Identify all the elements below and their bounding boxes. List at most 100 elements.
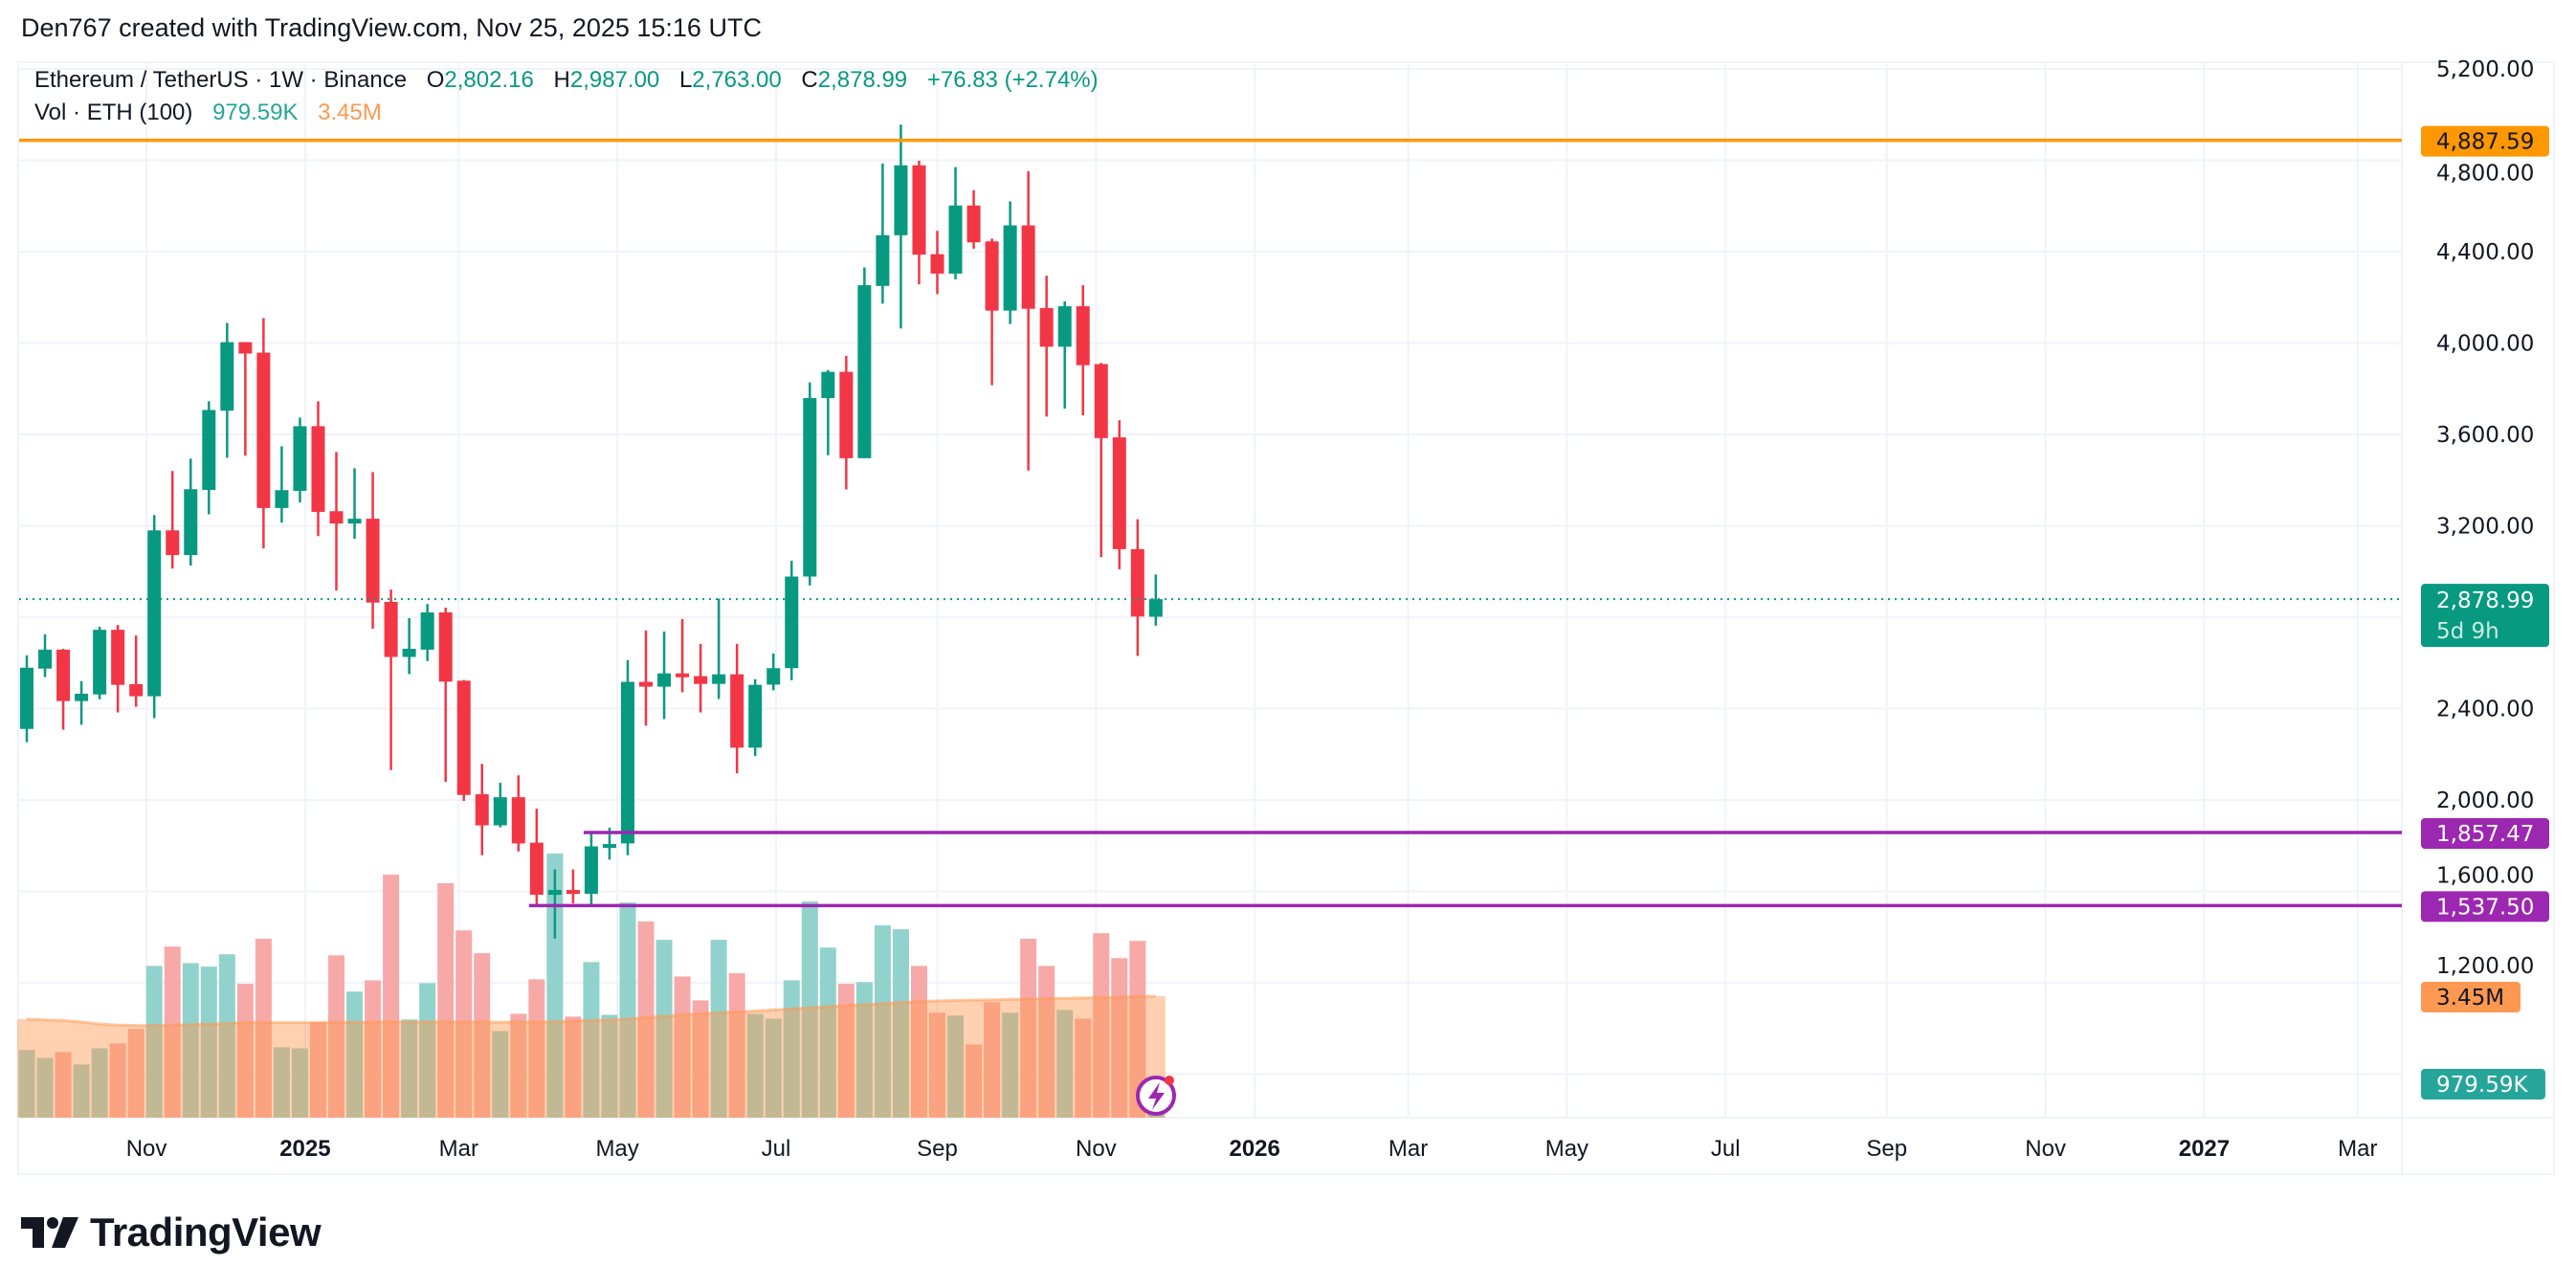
candle[interactable] <box>803 382 817 586</box>
tradingview-logo[interactable]: TradingView <box>21 1210 322 1255</box>
candle[interactable] <box>438 607 453 783</box>
lightning-icon[interactable] <box>1136 1076 1176 1116</box>
candle[interactable] <box>966 189 981 249</box>
volume-tag-label: 979.59K <box>2436 1073 2528 1098</box>
candle[interactable] <box>511 775 525 852</box>
candle[interactable] <box>347 468 362 540</box>
volume-bar <box>164 946 181 1118</box>
volume-bar <box>145 966 163 1118</box>
candle[interactable] <box>275 446 289 523</box>
candle[interactable] <box>657 632 672 720</box>
candle[interactable] <box>857 267 872 458</box>
volume-bar <box>200 966 217 1118</box>
candle[interactable] <box>38 633 53 677</box>
candle[interactable] <box>766 653 781 691</box>
volume-title: Vol · ETH (100) <box>34 100 193 125</box>
candle[interactable] <box>256 318 271 549</box>
candle[interactable] <box>366 472 380 629</box>
change-value: +76.83 (+2.74%) <box>926 67 1099 93</box>
candle[interactable] <box>238 342 253 456</box>
candle-body <box>93 630 107 695</box>
candle[interactable] <box>566 869 580 904</box>
candle[interactable] <box>402 617 416 675</box>
volume-bar <box>528 979 545 1118</box>
candle[interactable] <box>676 618 690 693</box>
volume-bar <box>109 1043 126 1118</box>
volume-legend[interactable]: Vol · ETH (100) 979.59K 3.45M <box>34 100 382 126</box>
symbol-legend[interactable]: Ethereum / TetherUS · 1W · Binance O2,80… <box>34 67 1099 94</box>
candle[interactable] <box>329 452 344 591</box>
candle[interactable] <box>220 322 234 458</box>
candle[interactable] <box>129 635 144 707</box>
candle[interactable] <box>1130 519 1144 656</box>
volume-bar <box>710 940 727 1118</box>
candle[interactable] <box>1094 363 1108 558</box>
candle[interactable] <box>1003 201 1017 324</box>
candle[interactable] <box>1112 420 1126 569</box>
candle[interactable] <box>584 831 598 905</box>
candle[interactable] <box>1076 285 1090 415</box>
candle[interactable] <box>985 238 999 386</box>
candle[interactable] <box>93 627 107 700</box>
candle[interactable] <box>184 458 198 566</box>
candle[interactable] <box>785 561 799 680</box>
candle[interactable] <box>1021 170 1035 471</box>
logo-text: TradingView <box>90 1210 322 1255</box>
candle-body <box>894 165 908 235</box>
candle[interactable] <box>384 589 398 770</box>
candle[interactable] <box>894 124 908 329</box>
candle[interactable] <box>730 643 744 774</box>
volume-bar <box>127 1029 144 1118</box>
volume-bar <box>783 980 800 1118</box>
candle-body <box>584 846 598 895</box>
candle[interactable] <box>166 471 180 569</box>
candle[interactable] <box>930 231 944 295</box>
candle[interactable] <box>821 369 835 455</box>
candle[interactable] <box>876 163 890 304</box>
candle-body <box>1094 364 1108 438</box>
candle[interactable] <box>20 655 33 743</box>
candle[interactable] <box>475 764 489 855</box>
candle-body <box>366 519 380 603</box>
price-tick-label: 5,200.00 <box>2436 57 2534 82</box>
candle[interactable] <box>839 355 854 490</box>
volume-bar <box>546 854 564 1118</box>
candle[interactable] <box>456 679 471 801</box>
candle-body <box>803 398 817 577</box>
candle[interactable] <box>56 648 71 730</box>
candle-body <box>184 489 198 556</box>
volume-bar <box>309 1022 326 1118</box>
candle[interactable] <box>202 401 216 515</box>
candle[interactable] <box>1148 574 1163 626</box>
volume-bar <box>255 939 272 1118</box>
candle[interactable] <box>311 401 325 537</box>
candle[interactable] <box>75 680 89 725</box>
candle[interactable] <box>1057 301 1072 410</box>
line-price-tag <box>2421 818 2549 850</box>
line-price-tag <box>2421 891 2549 922</box>
candle[interactable] <box>147 515 162 719</box>
volume-bar <box>328 955 345 1118</box>
candle[interactable] <box>1039 276 1054 417</box>
candle[interactable] <box>912 160 926 285</box>
candle-body <box>129 683 144 697</box>
horizontal-lines <box>19 138 2402 908</box>
candle[interactable] <box>639 630 654 726</box>
candle[interactable] <box>293 417 307 503</box>
candle-body <box>75 693 89 701</box>
candle[interactable] <box>948 167 963 279</box>
time-tick-label: Mar <box>1388 1136 1428 1162</box>
candle[interactable] <box>111 625 125 713</box>
candle[interactable] <box>694 643 708 713</box>
candle[interactable] <box>493 783 507 828</box>
candle[interactable] <box>712 598 726 700</box>
candle[interactable] <box>420 604 434 661</box>
candle-body <box>329 511 344 524</box>
candle[interactable] <box>748 678 763 757</box>
candle-body <box>639 681 654 687</box>
close-value: 2,878.99 <box>817 67 908 93</box>
volume-bar <box>1002 1012 1019 1118</box>
candle[interactable] <box>529 809 544 906</box>
candle[interactable] <box>620 659 634 855</box>
